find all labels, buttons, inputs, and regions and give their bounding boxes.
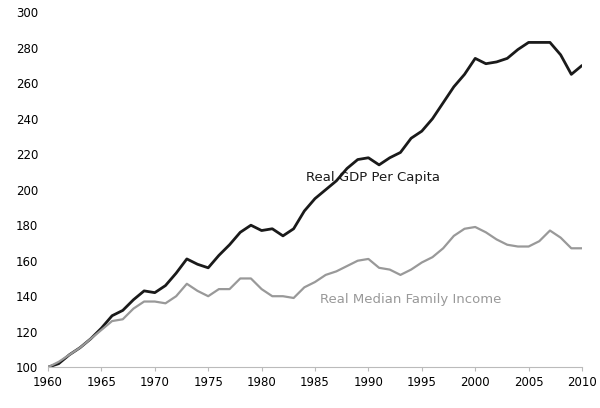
Text: Real GDP Per Capita: Real GDP Per Capita (307, 171, 440, 184)
Text: Real Median Family Income: Real Median Family Income (320, 293, 502, 306)
